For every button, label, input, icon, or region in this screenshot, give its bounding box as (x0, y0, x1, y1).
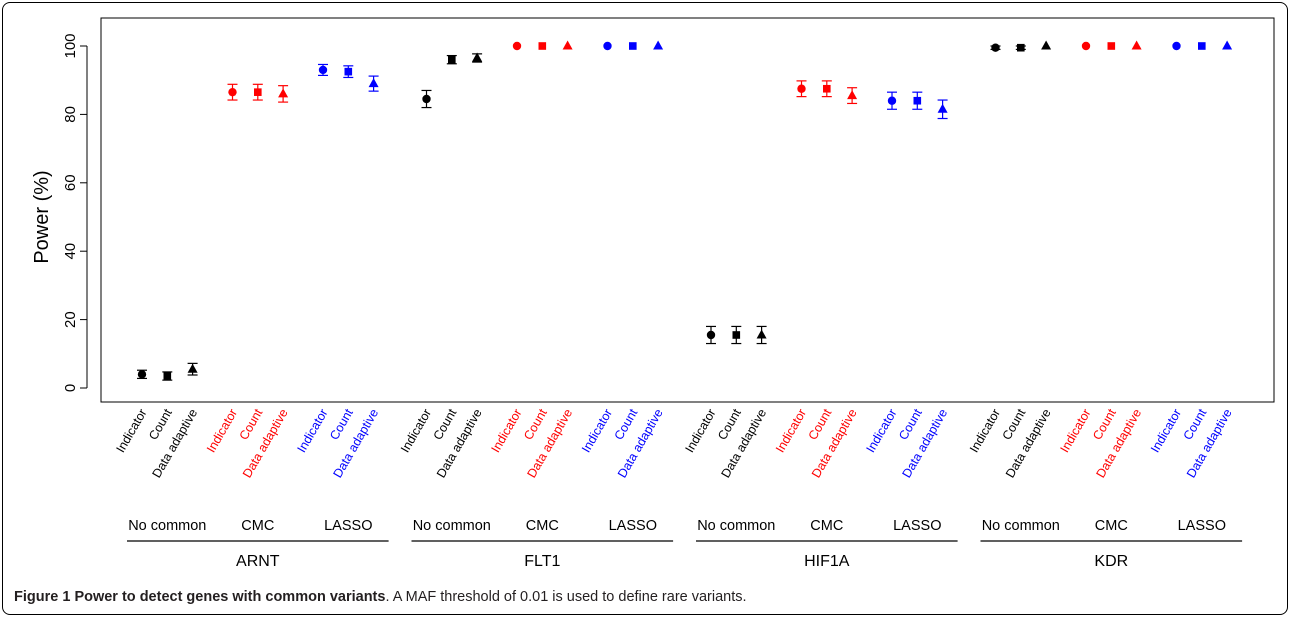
point-flt1-lasso-count (629, 42, 637, 50)
point-kdr-cmc-indicator (1081, 41, 1091, 51)
point-hif1a-lasso-count (913, 96, 922, 105)
x-tick-label-kdr-no-common-indicator: Indicator (967, 407, 1003, 456)
y-tick-label: 100 (62, 33, 79, 58)
gene-label-hif1a: HIF1A (804, 553, 850, 570)
caption-text: . A MAF threshold of 0.01 is used to def… (385, 589, 747, 605)
point-hif1a-no-common-indicator (706, 330, 716, 340)
group-label-arnt-lasso: LASSO (324, 518, 372, 534)
point-kdr-lasso-indicator (1172, 41, 1181, 51)
point-arnt-cmc-indicator (228, 87, 237, 97)
figure-caption: Figure 1 Power to detect genes with comm… (14, 589, 1274, 605)
data-marks (137, 40, 1233, 381)
point-flt1-cmc-count (538, 42, 547, 50)
point-hif1a-lasso-indicator (887, 96, 897, 105)
group-label-hif1a-lasso: LASSO (893, 518, 941, 534)
point-arnt-cmc-count (254, 88, 262, 96)
gene-label-arnt: ARNT (236, 553, 280, 570)
point-flt1-lasso-data-adaptive (653, 40, 664, 50)
x-tick-label-arnt-cmc-indicator: Indicator (204, 407, 240, 456)
point-hif1a-cmc-count (823, 84, 831, 93)
y-tick-label: 20 (62, 311, 79, 328)
x-tick-label-flt1-lasso-indicator: Indicator (579, 407, 615, 456)
group-labels: No common CMC LASSO ARNT No common CMC LASSO FL… (127, 518, 1243, 570)
x-tick-label-hif1a-cmc-indicator: Indicator (773, 407, 809, 456)
point-flt1-no-common-data-adaptive (472, 52, 483, 62)
group-label-arnt-cmc: CMC (241, 518, 274, 534)
plot-border (100, 17, 1275, 403)
point-arnt-lasso-data-adaptive (368, 78, 379, 88)
group-label-kdr-lasso: LASSO (1178, 518, 1226, 534)
point-arnt-no-common-data-adaptive (187, 363, 198, 373)
group-label-flt1-cmc: CMC (526, 518, 559, 534)
point-kdr-no-common-data-adaptive (1041, 40, 1052, 50)
group-label-kdr-cmc: CMC (1095, 518, 1128, 534)
point-hif1a-cmc-data-adaptive (847, 90, 858, 100)
group-label-hif1a-no-common: No common (697, 518, 775, 534)
x-tick-label-flt1-cmc-indicator: Indicator (488, 407, 524, 456)
caption-title: Power to detect genes with common varian… (74, 589, 386, 605)
point-arnt-no-common-count (163, 372, 172, 380)
point-hif1a-no-common-data-adaptive (756, 329, 767, 339)
point-flt1-no-common-count (448, 55, 456, 64)
group-label-hif1a-cmc: CMC (810, 518, 843, 534)
group-label-kdr-no-common: No common (982, 518, 1060, 534)
x-tick-label-kdr-lasso-indicator: Indicator (1148, 407, 1184, 456)
x-tick-label-arnt-lasso-indicator: Indicator (294, 407, 330, 456)
point-hif1a-no-common-count (732, 331, 741, 339)
point-arnt-lasso-indicator (318, 65, 328, 75)
gene-label-flt1: FLT1 (524, 553, 560, 570)
point-kdr-no-common-count (1017, 43, 1025, 52)
y-tick-label: 60 (62, 174, 79, 191)
point-arnt-cmc-data-adaptive (278, 88, 289, 98)
point-kdr-cmc-count (1107, 42, 1116, 50)
point-kdr-cmc-data-adaptive (1131, 40, 1142, 50)
point-kdr-no-common-indicator (991, 43, 1000, 52)
point-hif1a-cmc-indicator (797, 84, 806, 93)
point-flt1-cmc-indicator (512, 41, 522, 51)
group-label-flt1-no-common: No common (413, 518, 491, 534)
y-axis-label: Power (%) (31, 170, 53, 263)
x-tick-label-kdr-cmc-indicator: Indicator (1057, 407, 1093, 456)
y-tick-label: 80 (62, 106, 79, 123)
point-kdr-lasso-data-adaptive (1222, 40, 1233, 50)
gene-label-kdr: KDR (1094, 553, 1128, 570)
point-flt1-cmc-data-adaptive (562, 40, 573, 50)
y-tick-label: 40 (62, 243, 79, 260)
x-tick-label-hif1a-lasso-indicator: Indicator (863, 407, 899, 456)
y-tick-label: 0 (62, 384, 79, 392)
point-flt1-no-common-indicator (422, 94, 431, 104)
point-arnt-no-common-indicator (137, 370, 147, 379)
caption-label: Figure 1 (14, 589, 71, 605)
x-tick-label-flt1-no-common-indicator: Indicator (398, 407, 434, 456)
group-label-flt1-lasso: LASSO (609, 518, 657, 534)
y-axis: 0 20 40 60 80 100 (62, 33, 88, 392)
point-flt1-lasso-indicator (603, 41, 612, 51)
point-hif1a-lasso-data-adaptive (937, 103, 948, 113)
group-label-arnt-no-common: No common (128, 518, 206, 534)
point-arnt-lasso-count (344, 67, 353, 76)
x-tick-label-hif1a-no-common-indicator: Indicator (682, 407, 718, 456)
point-kdr-lasso-count (1198, 42, 1206, 50)
x-tick-label-arnt-no-common-indicator: Indicator (113, 407, 149, 456)
